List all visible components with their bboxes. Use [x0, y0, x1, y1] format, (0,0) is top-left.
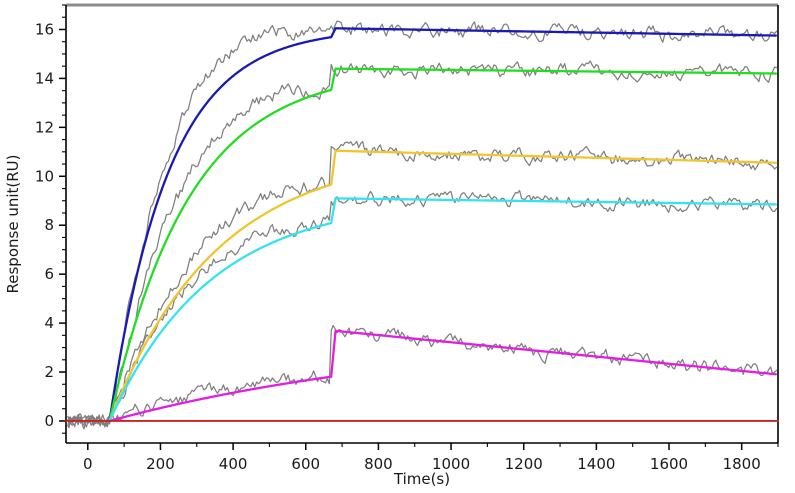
x-tick-label: 800 — [364, 455, 393, 473]
fitted-model-curves — [65, 27, 779, 423]
x-axis-ticks — [87, 443, 779, 450]
y-tick-label: 8 — [44, 216, 54, 234]
measured-noisy-traces — [67, 20, 778, 430]
fit-curve-4 — [106, 197, 777, 423]
y-axis-tick-labels: 0 2 4 6 8 10 12 14 16 — [35, 20, 54, 430]
fit-curve-5 — [106, 329, 777, 423]
y-axis-ticks — [59, 4, 66, 434]
y-tick-label: 14 — [35, 69, 54, 87]
noisy-trace-4 — [67, 189, 778, 428]
y-tick-label: 6 — [44, 265, 54, 283]
fit-curve-2 — [106, 67, 777, 423]
y-tick-label: 16 — [35, 20, 54, 38]
noisy-trace-3 — [67, 140, 778, 430]
x-axis-title: Time(s) — [393, 470, 450, 488]
x-axis-tick-labels: 0 200 400 600 800 1000 1200 1400 1600 1800 — [83, 455, 761, 473]
x-tick-label: 400 — [219, 455, 248, 473]
noisy-trace-1 — [67, 20, 778, 427]
fit-curve-1 — [106, 27, 777, 423]
x-tick-label: 1400 — [577, 455, 615, 473]
fit-curve-3 — [106, 149, 777, 423]
y-tick-label: 0 — [44, 412, 54, 430]
x-tick-label: 200 — [146, 455, 175, 473]
noisy-trace-2 — [67, 60, 778, 426]
y-tick-label: 12 — [35, 118, 54, 136]
x-tick-label: 0 — [83, 455, 93, 473]
y-tick-label: 4 — [44, 314, 54, 332]
y-tick-label: 2 — [44, 363, 54, 381]
x-tick-label: 1200 — [505, 455, 543, 473]
x-tick-label: 1000 — [432, 455, 470, 473]
x-tick-label: 600 — [291, 455, 320, 473]
y-axis-title: Response unit(RU) — [4, 155, 22, 294]
x-tick-label: 1800 — [723, 455, 761, 473]
y-tick-label: 10 — [35, 167, 54, 185]
x-tick-label: 1600 — [650, 455, 688, 473]
